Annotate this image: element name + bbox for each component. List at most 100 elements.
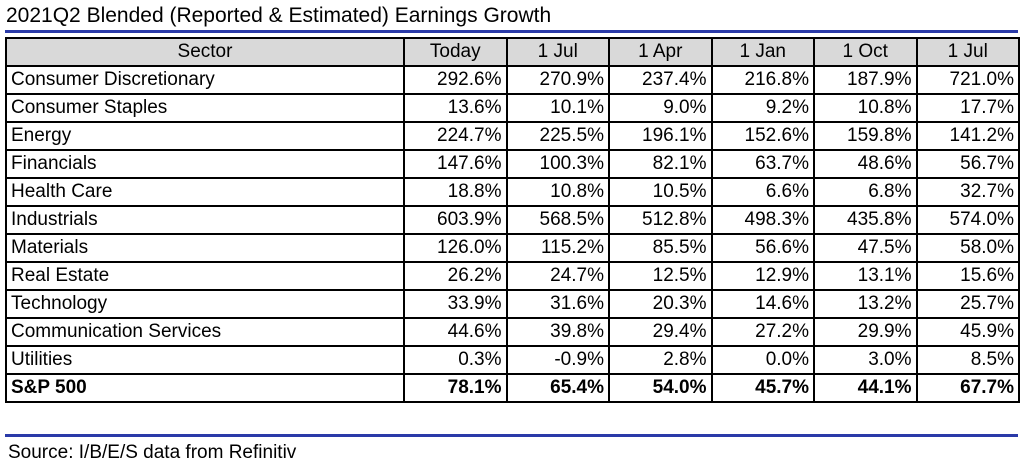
value-cell: 56.7% [915,149,1020,179]
value-cell: 10.1% [505,93,610,123]
value-cell: 45.7% [710,373,815,403]
value-cell: 568.5% [505,205,610,235]
value-cell: 3.0% [813,345,918,375]
value-cell: 159.8% [813,121,918,151]
sector-cell: Real Estate [5,261,405,291]
top-rule [5,30,1018,33]
value-cell: 13.2% [813,289,918,319]
value-cell: 237.4% [608,65,713,95]
value-cell: 54.0% [608,373,713,403]
sector-cell: Communication Services [5,317,405,347]
value-cell: 512.8% [608,205,713,235]
value-cell: 115.2% [505,233,610,263]
table-row: Consumer Staples 13.6% 10.1% 9.0% 9.2% 10.8% 1… [5,93,1020,123]
header-1-jul-prior: 1 Jul [915,37,1020,67]
value-cell: 33.9% [403,289,508,319]
value-cell: 10.8% [505,177,610,207]
value-cell: 147.6% [403,149,508,179]
header-1-oct: 1 Oct [813,37,918,67]
value-cell: 100.3% [505,149,610,179]
table-row: Communication Services 44.6% 39.8% 29.4% 27.… [5,317,1020,347]
value-cell: 47.5% [813,233,918,263]
sector-cell: Health Care [5,177,405,207]
sector-cell: S&P 500 [5,373,405,403]
value-cell: 48.6% [813,149,918,179]
value-cell: 67.7% [915,373,1020,403]
value-cell: 85.5% [608,233,713,263]
value-cell: 56.6% [710,233,815,263]
value-cell: 126.0% [403,233,508,263]
sector-cell: Consumer Staples [5,93,405,123]
value-cell: 39.8% [505,317,610,347]
value-cell: 152.6% [710,121,815,151]
value-cell: 31.6% [505,289,610,319]
value-cell: 29.4% [608,317,713,347]
source-note: Source: I/B/E/S data from Refinitiv [8,442,297,463]
table-row: Health Care 18.8% 10.8% 10.5% 6.6% 6.8% 32.7% [5,177,1020,207]
value-cell: 14.6% [710,289,815,319]
value-cell: 574.0% [915,205,1020,235]
value-cell: 10.8% [813,93,918,123]
value-cell: 13.6% [403,93,508,123]
table-row: Industrials 603.9% 568.5% 512.8% 498.3% 435.8… [5,205,1020,235]
table-row: Utilities 0.3% -0.9% 2.8% 0.0% 3.0% 8.5% [5,345,1020,375]
sector-cell: Industrials [5,205,405,235]
value-cell: 12.5% [608,261,713,291]
total-row: S&P 500 78.1% 65.4% 54.0% 45.7% 44.1% 67.7% [5,373,1020,403]
table-row: Real Estate 26.2% 24.7% 12.5% 12.9% 13.1% 15.6… [5,261,1020,291]
value-cell: 498.3% [710,205,815,235]
value-cell: 25.7% [915,289,1020,319]
value-cell: 24.7% [505,261,610,291]
value-cell: 12.9% [710,261,815,291]
value-cell: 225.5% [505,121,610,151]
value-cell: 6.6% [710,177,815,207]
value-cell: 224.7% [403,121,508,151]
value-cell: 196.1% [608,121,713,151]
value-cell: 187.9% [813,65,918,95]
value-cell: 2.8% [608,345,713,375]
header-1-jan: 1 Jan [710,37,815,67]
value-cell: 15.6% [915,261,1020,291]
value-cell: 10.5% [608,177,713,207]
value-cell: 18.8% [403,177,508,207]
value-cell: 44.1% [813,373,918,403]
value-cell: 8.5% [915,345,1020,375]
earnings-growth-table: Sector Today 1 Jul 1 Apr 1 Jan 1 Oct 1 J… [5,37,1020,403]
sector-cell: Consumer Discretionary [5,65,405,95]
value-cell: 58.0% [915,233,1020,263]
value-cell: 29.9% [813,317,918,347]
table-row: Materials 126.0% 115.2% 85.5% 56.6% 47.5% 58.0… [5,233,1020,263]
sector-cell: Materials [5,233,405,263]
value-cell: 32.7% [915,177,1020,207]
sector-cell: Technology [5,289,405,319]
header-sector: Sector [5,37,405,67]
table-header-row: Sector Today 1 Jul 1 Apr 1 Jan 1 Oct 1 J… [5,37,1020,67]
value-cell: -0.9% [505,345,610,375]
sector-cell: Energy [5,121,405,151]
value-cell: 270.9% [505,65,610,95]
table-row: Consumer Discretionary 292.6% 270.9% 237.4%… [5,65,1020,95]
sector-cell: Utilities [5,345,405,375]
bottom-rule [5,434,1018,437]
value-cell: 17.7% [915,93,1020,123]
table-row: Financials 147.6% 100.3% 82.1% 63.7% 48.6% 56.… [5,149,1020,179]
value-cell: 292.6% [403,65,508,95]
value-cell: 26.2% [403,261,508,291]
value-cell: 63.7% [710,149,815,179]
value-cell: 13.1% [813,261,918,291]
value-cell: 20.3% [608,289,713,319]
value-cell: 141.2% [915,121,1020,151]
header-today: Today [403,37,508,67]
value-cell: 78.1% [403,373,508,403]
value-cell: 603.9% [403,205,508,235]
value-cell: 721.0% [915,65,1020,95]
table-row: Energy 224.7% 225.5% 196.1% 152.6% 159.8% 141.… [5,121,1020,151]
table-row: Technology 33.9% 31.6% 20.3% 14.6% 13.2% 25.7% [5,289,1020,319]
value-cell: 0.3% [403,345,508,375]
value-cell: 6.8% [813,177,918,207]
sector-cell: Financials [5,149,405,179]
value-cell: 9.0% [608,93,713,123]
page-title: 2021Q2 Blended (Reported & Estimated) Ea… [6,4,552,27]
value-cell: 9.2% [710,93,815,123]
value-cell: 82.1% [608,149,713,179]
